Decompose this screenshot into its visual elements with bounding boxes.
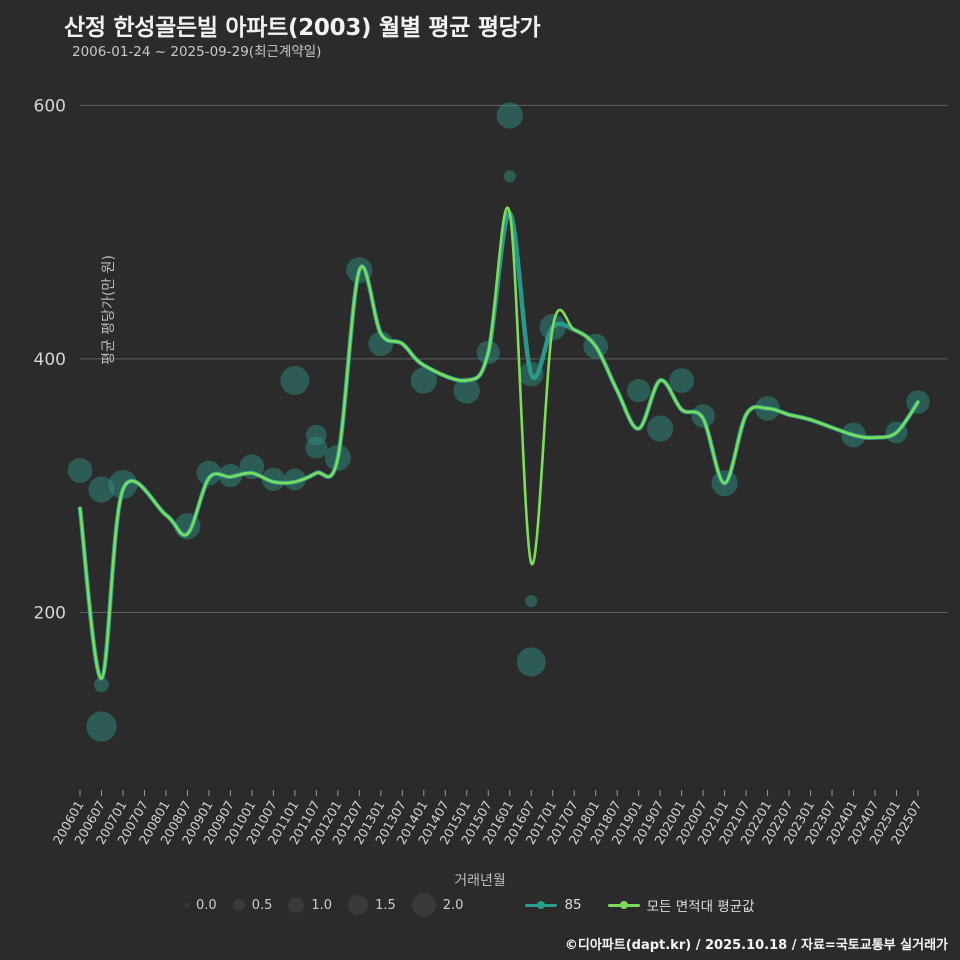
legend-size-item: 1.0 bbox=[288, 897, 332, 913]
page-subtitle: 2006-01-24 ~ 2025-09-29(최근계약일) bbox=[72, 44, 322, 60]
chart-legend: 0.0 0.5 1.0 1.5 2.0 85 모든 면적대 평균값 bbox=[0, 892, 960, 918]
legend-size-label: 1.0 bbox=[311, 897, 333, 913]
y-tick-label: 200 bbox=[34, 604, 66, 624]
y-tick-label: 400 bbox=[34, 350, 66, 370]
legend-line-icon bbox=[525, 899, 558, 911]
bubble-point bbox=[86, 711, 117, 742]
legend-bubble-icon bbox=[411, 893, 436, 917]
bubble-point bbox=[305, 436, 328, 459]
bubble-point bbox=[306, 424, 327, 446]
bubble-point bbox=[496, 102, 523, 129]
legend-line-icon bbox=[607, 899, 640, 911]
bubble-point bbox=[280, 365, 310, 395]
legend-size-item: 1.5 bbox=[348, 895, 396, 915]
legend-bubble-icon bbox=[348, 895, 369, 915]
bubble-point bbox=[67, 458, 93, 483]
legend-bubble-icon bbox=[232, 899, 245, 911]
legend-size-item: 2.0 bbox=[411, 893, 464, 917]
bubble-point bbox=[525, 594, 538, 608]
legend-size-label: 0.0 bbox=[196, 897, 217, 913]
footer-credit: ©디아파트(dapt.kr) / 2025.10.18 / 자료=국토교통부 실… bbox=[564, 938, 948, 953]
legend-size-label: 2.0 bbox=[442, 897, 464, 913]
legend-size-item: 0.5 bbox=[232, 897, 273, 913]
legend-series-item[interactable]: 85 bbox=[525, 897, 582, 913]
series-line-average bbox=[78, 206, 920, 680]
series-line-85 bbox=[77, 210, 921, 681]
bubble-point bbox=[669, 368, 695, 393]
legend-size-label: 0.5 bbox=[251, 897, 273, 913]
bubble-point bbox=[516, 647, 546, 677]
page-title: 산정 한성골든빌 아파트(2003) 월별 평균 평당가 bbox=[64, 15, 541, 41]
legend-series-item[interactable]: 모든 면적대 평균값 bbox=[607, 895, 755, 915]
bubble-point bbox=[88, 476, 115, 503]
legend-bubble-icon bbox=[288, 897, 305, 913]
legend-bubble-icon bbox=[185, 903, 189, 907]
bubble-point bbox=[503, 170, 516, 183]
x-axis-title: 거래년월 bbox=[454, 873, 506, 889]
legend-size-item: 0.0 bbox=[185, 898, 217, 913]
legend-items: 0.0 0.5 1.0 1.5 2.0 85 모든 면적대 평균값 bbox=[185, 892, 773, 918]
bubble-point bbox=[196, 460, 222, 486]
bubble-point bbox=[647, 415, 674, 442]
legend-series-group: 85 모든 면적대 평균값 bbox=[525, 895, 772, 915]
bubble-point bbox=[410, 367, 437, 394]
scatter-bubbles bbox=[67, 102, 930, 742]
chart-canvas: 2004006002006012006072007012007072008012… bbox=[34, 96, 948, 847]
y-axis-title: 평균 평당가(만 원) bbox=[101, 255, 117, 365]
legend-series-label: 모든 면적대 평균값 bbox=[646, 899, 755, 915]
bubble-point bbox=[453, 377, 480, 404]
y-tick-label: 600 bbox=[34, 96, 66, 116]
legend-size-label: 1.5 bbox=[375, 897, 396, 913]
bubble-point bbox=[261, 467, 286, 492]
legend-series-label: 85 bbox=[564, 897, 582, 913]
bubble-point bbox=[93, 677, 109, 693]
bubble-point bbox=[626, 378, 651, 403]
